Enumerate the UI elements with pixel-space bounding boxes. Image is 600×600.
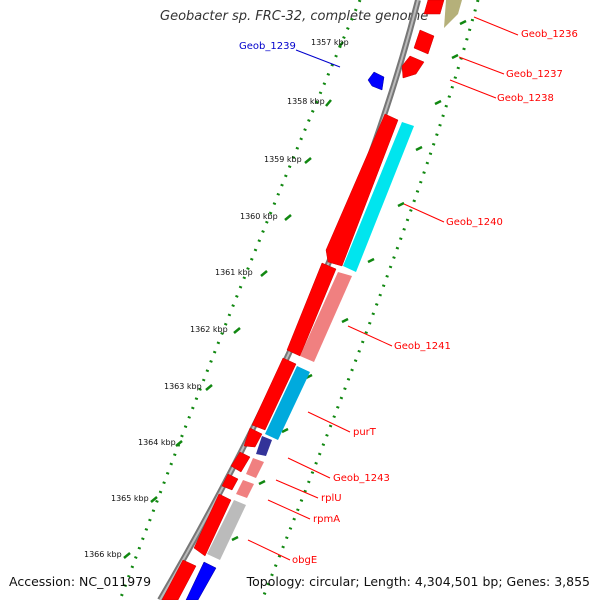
gene-arrow-geob-1237 [413, 29, 435, 55]
gene-label-geob-1243: Geob_1243 [333, 473, 390, 484]
leader-geob-1240 [403, 203, 445, 223]
gene-arrow-purt [251, 357, 297, 431]
gene-label-geob-1237: Geob_1237 [506, 69, 563, 80]
gene-label-rplu: rplU [321, 493, 342, 504]
leader-geob-1236 [473, 16, 519, 36]
outer-ticks [123, 41, 344, 559]
accession-text: Accession: NC_011979 [9, 574, 152, 589]
tick-label: 1360 kbp [240, 212, 278, 221]
gene-label-geob-1238: Geob_1238 [497, 93, 554, 104]
leader-lines [247, 16, 519, 561]
topology-text: Topology: circular; Length: 4,304,501 bp… [246, 574, 590, 589]
cog-color-band [207, 0, 462, 560]
gene-arrow-geob-1239 [367, 71, 385, 91]
tick-label: 1362 kbp [190, 325, 228, 334]
gene-arrow-geob-1243 [243, 427, 263, 448]
leader-obge [247, 539, 291, 561]
tick-label: 1365 kbp [111, 494, 149, 503]
leader-purt [307, 411, 351, 433]
tick-labels: 1357 kbp 1358 kbp 1359 kbp 1360 kbp 1361… [84, 38, 349, 559]
gene-arrow-next-reverse [185, 561, 217, 600]
forward-strand-features [161, 0, 445, 600]
gene-arrow-geob-1238 [401, 55, 425, 79]
gene-arrow-rpma [221, 473, 239, 491]
gene-label-geob-1240: Geob_1240 [446, 217, 503, 228]
inner-ticks [231, 19, 467, 542]
gene-label-geob-1236: Geob_1236 [521, 29, 578, 40]
gene-arrow-geob-1236 [423, 0, 445, 15]
gene-arrow-obge [193, 493, 232, 557]
leader-geob-1239 [295, 49, 341, 68]
tick-label: 1358 kbp [287, 97, 325, 106]
tick-label: 1363 kbp [164, 382, 202, 391]
leader-geob-1243 [287, 457, 331, 479]
leader-rpma [267, 499, 311, 520]
tick-label: 1364 kbp [138, 438, 176, 447]
gene-label-purt: purT [353, 427, 377, 438]
tick-label: 1357 kbp [311, 38, 349, 47]
tick-label: 1366 kbp [84, 550, 122, 559]
leader-rplu [275, 479, 319, 499]
gene-label-obge: obgE [292, 555, 317, 566]
tick-label: 1359 kbp [264, 155, 302, 164]
leader-geob-1237 [458, 56, 505, 75]
gene-arrow-next-forward [161, 559, 197, 600]
gene-labels: Geob_1236 Geob_1237 Geob_1238 Geob_1239 … [239, 29, 578, 566]
gene-label-rpma: rpmA [313, 514, 340, 525]
map-title: Geobacter sp. FRC-32, complete genome [160, 9, 429, 24]
tick-label: 1361 kbp [215, 268, 253, 277]
gene-label-geob-1241: Geob_1241 [394, 341, 451, 352]
gene-label-geob-1239: Geob_1239 [239, 41, 296, 52]
gene-arrow-geob-1240 [325, 113, 399, 267]
gene-arrow-rplu [230, 451, 251, 473]
leader-geob-1238 [449, 79, 497, 99]
inner-dotted-ring [260, 0, 480, 600]
leader-geob-1241 [347, 325, 393, 347]
